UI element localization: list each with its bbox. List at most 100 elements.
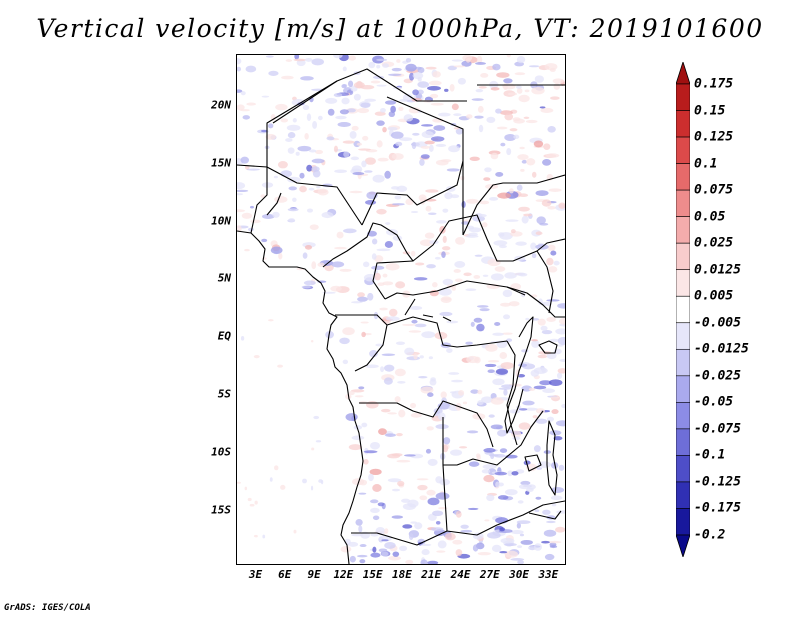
field-patch [539, 106, 546, 109]
field-patch [519, 533, 525, 537]
field-patch [415, 262, 425, 266]
field-patch [436, 550, 446, 553]
field-patch [425, 66, 437, 70]
field-patch [269, 477, 273, 482]
field-patch [371, 253, 377, 260]
field-patch [287, 176, 301, 183]
field-patch [395, 341, 406, 346]
field-patch [311, 261, 317, 270]
field-patch [410, 521, 417, 524]
field-patch [558, 464, 565, 471]
field-patch [309, 224, 319, 231]
field-patch [360, 102, 371, 108]
field-patch [364, 157, 376, 165]
field-patch [535, 190, 549, 196]
field-patch [349, 130, 357, 139]
field-patch [513, 118, 525, 124]
field-patch [375, 343, 383, 347]
field-patch [483, 474, 495, 483]
field-patch [450, 379, 464, 383]
field-patch [434, 256, 441, 260]
field-patch [444, 88, 449, 92]
colorbar-tick-label: 0.05 [694, 209, 726, 225]
field-patch [430, 136, 445, 142]
field-patch [556, 372, 563, 379]
field-patch [440, 391, 447, 399]
field-patch [525, 317, 530, 321]
field-patch [237, 104, 245, 111]
field-patch [550, 250, 557, 256]
field-patch [494, 321, 501, 326]
colorbar-strip [675, 60, 691, 559]
field-patch [346, 108, 356, 113]
colorbar-bin [675, 189, 691, 217]
field-patch [361, 331, 366, 338]
field-patch [472, 544, 479, 552]
field-patch [385, 316, 400, 321]
field-patch [441, 297, 452, 301]
field-patch [440, 159, 452, 163]
field-patch [326, 136, 335, 141]
field-patch [322, 291, 336, 294]
field-patch [376, 84, 387, 87]
field-patch [253, 534, 258, 538]
field-patch [555, 328, 565, 335]
field-patch [268, 70, 279, 76]
border-line [506, 340, 518, 446]
field-patch [417, 89, 424, 95]
field-patch [294, 55, 300, 60]
field-patch [446, 348, 453, 353]
field-patch [273, 175, 279, 179]
field-patch [459, 446, 468, 449]
field-patch [477, 400, 484, 406]
field-patch [453, 65, 466, 68]
field-patch [249, 205, 255, 209]
field-patch [385, 263, 400, 271]
field-patch [237, 189, 249, 193]
field-patch [414, 323, 427, 328]
field-patch [410, 412, 422, 418]
field-patch [550, 396, 560, 399]
field-patch [470, 321, 475, 327]
field-patch [272, 211, 280, 218]
field-patch [533, 140, 544, 148]
border-line [386, 316, 508, 348]
colorbar-tick-label: -0.0125 [694, 341, 749, 357]
field-patch [335, 115, 347, 120]
field-patch [241, 212, 253, 219]
field-patch [311, 166, 320, 172]
field-patch [524, 89, 530, 93]
lon-tick-label: 6E [278, 568, 292, 581]
field-patch [413, 353, 418, 360]
field-patch [414, 522, 423, 530]
field-patch [471, 98, 484, 101]
field-patch [543, 529, 557, 537]
field-patch [494, 471, 508, 476]
field-patch [317, 115, 323, 121]
field-patch [408, 330, 422, 333]
colorbar-tick-label: 0.075 [694, 182, 734, 198]
field-patch [544, 63, 558, 71]
field-patch [457, 77, 466, 85]
field-patch [412, 89, 419, 96]
field-patch [535, 408, 546, 414]
field-patch [500, 142, 506, 147]
field-patch [336, 231, 344, 239]
field-patch [380, 408, 391, 413]
field-patch [418, 376, 428, 379]
field-patch [420, 386, 434, 394]
colorbar-tick-label: -0.1 [694, 447, 726, 463]
field-patch [384, 170, 391, 179]
colorbar-tick-label: 0.025 [694, 235, 734, 251]
field-patch [522, 400, 535, 406]
field-patch [518, 272, 528, 277]
field-patch [359, 544, 367, 548]
field-patch [435, 520, 441, 525]
field-patch [510, 229, 516, 234]
field-patch [446, 168, 460, 172]
field-patch [374, 272, 381, 281]
field-patch [444, 532, 456, 541]
field-patch [454, 260, 466, 268]
field-patch [311, 447, 315, 451]
field-patch [403, 114, 414, 122]
